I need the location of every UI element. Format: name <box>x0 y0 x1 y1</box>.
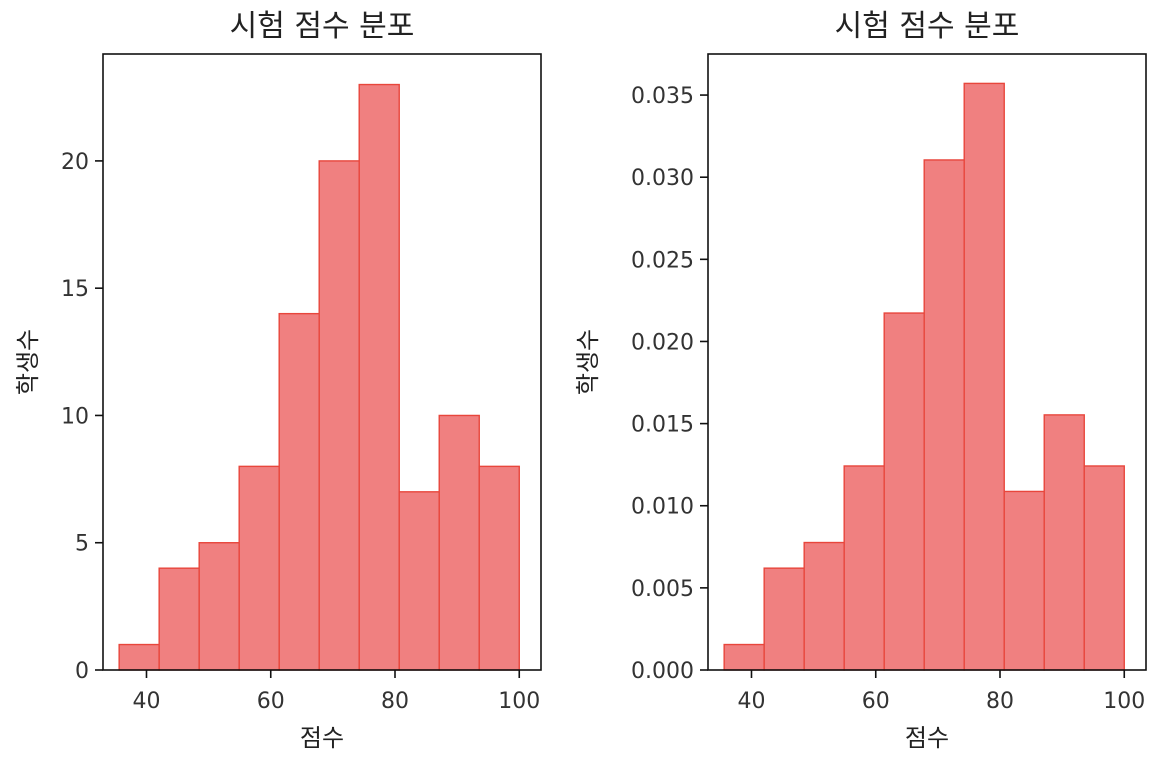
y-tick-label: 20 <box>61 150 89 175</box>
y-tick-label: 0.035 <box>631 84 694 109</box>
histogram-bar <box>118 643 160 671</box>
x-tick-label: 40 <box>737 689 765 714</box>
y-tick-label: 5 <box>75 532 89 557</box>
x-axis-label-left: 점수 <box>300 724 344 752</box>
histogram-bar <box>358 83 400 671</box>
y-tick-label: 0.020 <box>631 330 694 355</box>
y-tick-group-left: 0 5 10 15 20 <box>61 150 103 684</box>
x-axis-label-right: 점수 <box>905 724 949 752</box>
y-axis-label-right: 학생수 <box>574 329 602 395</box>
x-tick-label: 60 <box>257 689 285 714</box>
x-tick-label: 80 <box>986 689 1014 714</box>
chart-panel-density: 시험 점수 분포 40 60 80 100 0.0000.0050.0100.0150… <box>574 9 1147 752</box>
chart-panel-counts: 시험 점수 분포 40 60 80 100 0 5 10 15 20 점수 학생수 <box>14 9 542 752</box>
histogram-bar <box>923 159 965 671</box>
y-tick-label: 0.010 <box>631 495 694 520</box>
histogram-bar <box>238 465 280 671</box>
plot-frame-right <box>707 53 1147 671</box>
bar-group-left <box>118 83 520 671</box>
histogram-bar <box>1003 490 1045 671</box>
y-tick-label: 15 <box>61 277 89 302</box>
histogram-bar <box>803 541 845 671</box>
x-tick-label: 100 <box>498 689 540 714</box>
chart-title-right: 시험 점수 분포 <box>835 9 1020 44</box>
histogram-bar <box>1043 414 1085 671</box>
histogram-bar <box>198 542 240 671</box>
chart-title-left: 시험 점수 분포 <box>230 9 415 44</box>
y-tick-label: 0.005 <box>631 577 694 602</box>
y-axis-label-left: 학생수 <box>14 329 42 395</box>
x-tick-label: 40 <box>132 689 160 714</box>
histogram-bar <box>763 567 805 671</box>
y-tick-label: 10 <box>61 404 89 429</box>
x-tick-group-right: 40 60 80 100 <box>737 670 1145 714</box>
y-tick-label: 0.030 <box>631 166 694 191</box>
histogram-bar <box>478 465 520 671</box>
x-tick-label: 100 <box>1103 689 1145 714</box>
x-tick-group-left: 40 60 80 100 <box>132 670 540 714</box>
histogram-bar <box>438 414 480 671</box>
histogram-bar <box>1083 465 1125 671</box>
x-tick-label: 80 <box>381 689 409 714</box>
histogram-bar <box>158 567 200 671</box>
histogram-bar <box>723 643 765 671</box>
histogram-bar <box>278 312 320 671</box>
x-tick-label: 60 <box>862 689 890 714</box>
y-tick-label: 0.025 <box>631 248 694 273</box>
histogram-bar <box>963 82 1005 671</box>
plot-frame-left <box>102 53 542 671</box>
histogram-bar <box>318 160 360 671</box>
y-tick-group-right: 0.000 0.005 0.010 0.015 0.020 0.025 0.030 0.035 <box>631 84 708 684</box>
y-tick-label: 0.000 <box>631 659 694 684</box>
y-tick-label: 0.015 <box>631 413 694 438</box>
histogram-bar <box>398 491 440 671</box>
histogram-bar <box>883 312 925 671</box>
y-tick-label: 0 <box>75 659 89 684</box>
bar-group-right <box>723 82 1125 671</box>
histogram-bar <box>843 465 885 671</box>
